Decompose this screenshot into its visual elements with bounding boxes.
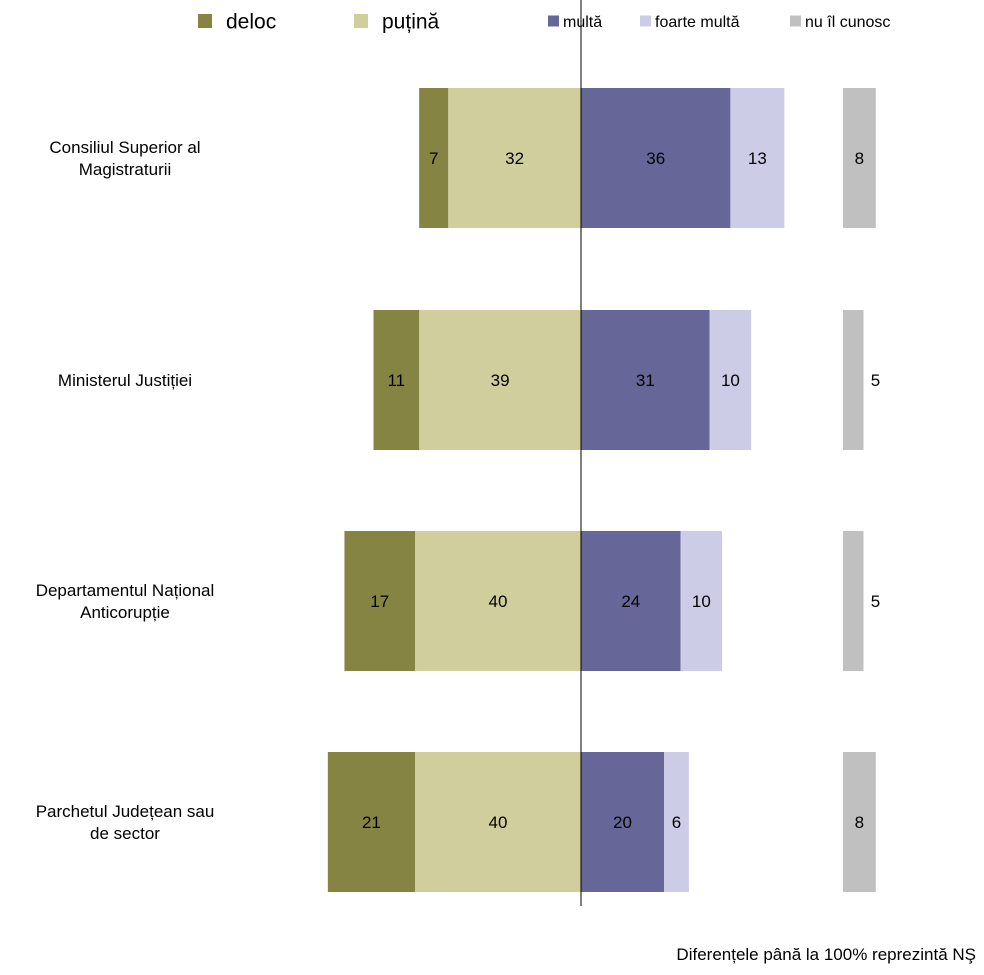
footnote: Diferențele până la 100% reprezintă NŞ xyxy=(676,945,976,964)
value-label-foarte-multa-2: 10 xyxy=(721,371,740,390)
bars: 32 7 36 13 8 39 11 31 10 5 40 17 24 10 5 40 21 20 6 8 xyxy=(327,88,880,892)
value-label-multa-2: 31 xyxy=(636,371,655,390)
legend-swatch-deloc xyxy=(198,14,212,28)
value-label-putina-3: 40 xyxy=(489,592,508,611)
bar-deloc-3 xyxy=(344,531,415,671)
value-label-foarte-multa-1: 13 xyxy=(748,149,767,168)
value-label-foarte-multa-4: 6 xyxy=(672,813,681,832)
bar-nu-il-cunosc-3 xyxy=(843,531,864,671)
bar-foarte-multa-2 xyxy=(709,310,752,450)
legend-label-nu-il-cunosc: nu îl cunosc xyxy=(805,14,890,31)
category-label-3: Departamentul Național Anticorupție xyxy=(36,581,215,622)
legend-label-multa: multă xyxy=(563,14,602,31)
legend-swatch-nu-il-cunosc xyxy=(790,15,801,27)
legend: deloc puțină multă foarte multă nu îl cunosc xyxy=(198,11,890,34)
value-label-nu-il-cunosc-1: 8 xyxy=(855,149,864,168)
value-label-putina-1: 32 xyxy=(505,149,524,168)
bar-putina-4 xyxy=(415,752,581,892)
bar-nu-il-cunosc-1 xyxy=(843,88,876,228)
category-label-2: Ministerul Justiției xyxy=(58,371,192,390)
bar-putina-1 xyxy=(448,88,581,228)
value-label-deloc-4: 21 xyxy=(362,813,381,832)
bar-nu-il-cunosc-4 xyxy=(843,752,876,892)
value-label-putina-2: 39 xyxy=(491,371,510,390)
bar-deloc-1 xyxy=(419,88,449,228)
value-label-putina-4: 40 xyxy=(489,813,508,832)
value-label-deloc-1: 7 xyxy=(429,149,438,168)
bar-foarte-multa-3 xyxy=(680,531,723,671)
bar-multa-1 xyxy=(581,88,731,228)
value-label-foarte-multa-3: 10 xyxy=(692,592,711,611)
bar-putina-3 xyxy=(415,531,581,671)
value-label-nu-il-cunosc-3: 5 xyxy=(871,592,880,611)
bar-putina-2 xyxy=(419,310,581,450)
value-label-multa-4: 20 xyxy=(613,813,632,832)
category-label-4: Parchetul Județean sau de sector xyxy=(36,802,215,843)
value-label-deloc-3: 17 xyxy=(370,592,389,611)
value-label-multa-1: 36 xyxy=(646,149,665,168)
bar-foarte-multa-1 xyxy=(730,88,785,228)
value-label-multa-3: 24 xyxy=(621,592,640,611)
legend-label-putina: puțină xyxy=(382,11,440,34)
legend-swatch-foarte-multa xyxy=(640,15,651,27)
value-label-nu-il-cunosc-4: 8 xyxy=(855,813,864,832)
category-label-1: Consiliul Superior al Magistraturii xyxy=(49,138,200,179)
category-labels: Consiliul Superior al Magistraturii Minist… xyxy=(36,138,215,843)
legend-swatch-multa xyxy=(548,15,559,27)
legend-label-deloc: deloc xyxy=(226,11,276,34)
value-label-deloc-2: 11 xyxy=(387,371,405,390)
bar-nu-il-cunosc-2 xyxy=(843,310,864,450)
bar-deloc-4 xyxy=(327,752,415,892)
value-label-nu-il-cunosc-2: 5 xyxy=(871,371,880,390)
legend-swatch-putina xyxy=(354,14,368,28)
bar-multa-2 xyxy=(581,310,710,450)
bar-multa-3 xyxy=(581,531,681,671)
bar-deloc-2 xyxy=(373,310,420,450)
bar-multa-4 xyxy=(581,752,664,892)
legend-label-foarte-multa: foarte multă xyxy=(655,14,740,31)
bar-foarte-multa-4 xyxy=(664,752,689,892)
